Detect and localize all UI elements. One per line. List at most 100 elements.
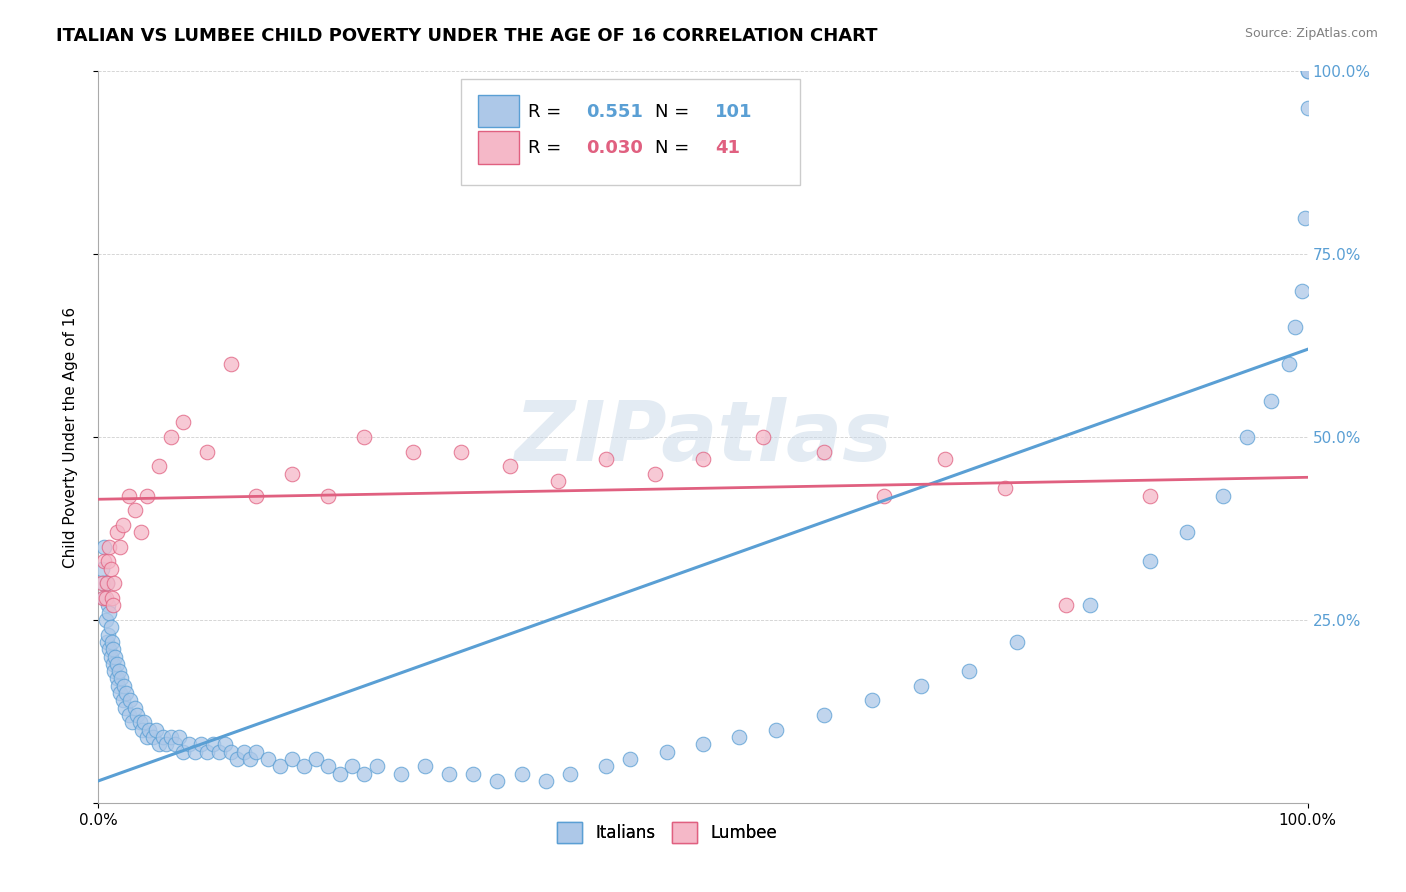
Point	[101, 657, 124, 671]
Point	[281, 467, 304, 481]
Point	[100, 562, 122, 576]
Point	[463, 766, 485, 780]
Point	[169, 730, 191, 744]
Point	[107, 679, 129, 693]
Point	[138, 723, 160, 737]
Text: 0.030: 0.030	[586, 139, 643, 157]
Point	[1296, 101, 1319, 115]
Point	[115, 686, 138, 700]
Text: R =: R =	[527, 139, 561, 157]
Point	[96, 576, 118, 591]
Text: N =: N =	[655, 103, 689, 120]
Point	[1294, 211, 1316, 225]
Point	[93, 540, 115, 554]
Point	[1212, 489, 1234, 503]
Point	[765, 723, 787, 737]
Text: 101: 101	[716, 103, 752, 120]
Point	[100, 591, 122, 605]
Point	[160, 730, 183, 744]
Point	[112, 679, 135, 693]
Point	[316, 759, 339, 773]
Point	[98, 540, 121, 554]
Point	[148, 459, 170, 474]
Point	[281, 752, 304, 766]
Point	[353, 430, 375, 444]
FancyBboxPatch shape	[478, 95, 519, 127]
Y-axis label: Child Poverty Under the Age of 16: Child Poverty Under the Age of 16	[63, 307, 77, 567]
Point	[1007, 635, 1029, 649]
Point	[366, 759, 388, 773]
Point	[558, 766, 581, 780]
Point	[305, 752, 328, 766]
Point	[221, 745, 243, 759]
Text: ZIPatlas: ZIPatlas	[515, 397, 891, 477]
Point	[91, 576, 114, 591]
Point	[108, 540, 131, 554]
Point	[121, 715, 143, 730]
Point	[1278, 357, 1301, 371]
Point	[316, 489, 339, 503]
Point	[752, 430, 775, 444]
Point	[813, 708, 835, 723]
Point	[957, 664, 980, 678]
Point	[97, 599, 120, 613]
Point	[93, 591, 115, 605]
Point	[644, 467, 666, 481]
Point	[202, 737, 225, 751]
Point	[98, 642, 121, 657]
Point	[728, 730, 751, 744]
Point	[1175, 525, 1198, 540]
Point	[118, 489, 141, 503]
FancyBboxPatch shape	[478, 131, 519, 163]
Point	[128, 715, 150, 730]
Point	[413, 759, 436, 773]
Point	[94, 591, 117, 605]
Point	[1291, 284, 1313, 298]
Point	[108, 664, 131, 678]
Point	[486, 773, 509, 788]
Point	[114, 700, 136, 714]
Point	[94, 613, 117, 627]
Point	[547, 474, 569, 488]
Text: Source: ZipAtlas.com: Source: ZipAtlas.com	[1244, 27, 1378, 40]
Point	[450, 444, 472, 458]
Point	[142, 730, 165, 744]
Point	[160, 430, 183, 444]
Point	[148, 737, 170, 751]
Point	[226, 752, 249, 766]
Point	[184, 745, 207, 759]
Point	[129, 525, 152, 540]
Point	[172, 745, 194, 759]
Point	[1054, 599, 1077, 613]
Point	[179, 737, 201, 751]
Point	[93, 554, 115, 568]
Point	[135, 489, 157, 503]
Point	[101, 642, 124, 657]
Point	[152, 730, 174, 744]
Point	[98, 606, 121, 620]
Point	[97, 627, 120, 641]
Point	[124, 503, 146, 517]
Point	[655, 745, 678, 759]
Point	[1296, 64, 1319, 78]
Point	[1139, 489, 1161, 503]
Point	[127, 708, 149, 723]
Point	[103, 576, 125, 591]
Point	[292, 759, 315, 773]
Point	[155, 737, 177, 751]
Point	[692, 452, 714, 467]
Point	[163, 737, 186, 751]
Point	[353, 766, 375, 780]
Text: N =: N =	[655, 139, 689, 157]
Point	[97, 554, 120, 568]
Point	[131, 723, 153, 737]
Point	[813, 444, 835, 458]
Legend: Italians, Lumbee: Italians, Lumbee	[550, 815, 783, 849]
Point	[245, 745, 267, 759]
Point	[195, 444, 218, 458]
Point	[208, 745, 231, 759]
Point	[134, 715, 156, 730]
Point	[105, 657, 128, 671]
Point	[402, 444, 425, 458]
Point	[389, 766, 412, 780]
